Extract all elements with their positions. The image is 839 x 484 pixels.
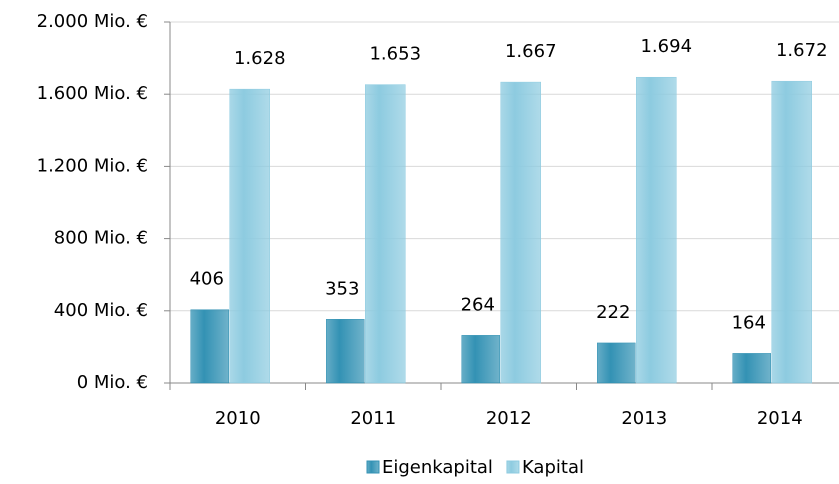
value-label: 1.628 (234, 48, 286, 69)
value-label: 222 (596, 302, 630, 323)
value-label: 1.653 (369, 44, 421, 65)
x-tick-label: 2012 (486, 408, 532, 429)
bar (190, 309, 229, 384)
legend-swatch (506, 460, 520, 474)
bar (461, 335, 500, 384)
bar (229, 88, 270, 384)
bar (326, 319, 365, 384)
value-label: 353 (325, 278, 359, 299)
y-tick-label: 1.200 Mio. € (37, 155, 148, 176)
x-tick-label: 2011 (350, 408, 396, 429)
x-tick-label: 2014 (757, 408, 803, 429)
bar (771, 80, 812, 384)
legend-swatch (366, 460, 380, 474)
value-label: 1.667 (505, 41, 557, 62)
value-label: 1.672 (776, 40, 828, 61)
legend-label: Eigenkapital (382, 457, 493, 478)
bar (636, 76, 677, 384)
value-label: 406 (190, 269, 224, 290)
x-tick-label: 2013 (621, 408, 667, 429)
value-label: 164 (732, 312, 766, 333)
legend-label: Kapital (522, 457, 584, 478)
bar (365, 84, 406, 384)
bar (732, 353, 771, 384)
value-label: 1.694 (640, 36, 692, 57)
y-tick-label: 2.000 Mio. € (37, 11, 148, 32)
y-tick-label: 800 Mio. € (54, 228, 148, 249)
x-tick-label: 2010 (215, 408, 261, 429)
y-tick-label: 0 Mio. € (77, 372, 148, 393)
bar (500, 81, 541, 384)
bar (597, 342, 636, 384)
y-tick-label: 400 Mio. € (54, 300, 148, 321)
y-tick-label: 1.600 Mio. € (37, 83, 148, 104)
value-label: 264 (461, 294, 495, 315)
